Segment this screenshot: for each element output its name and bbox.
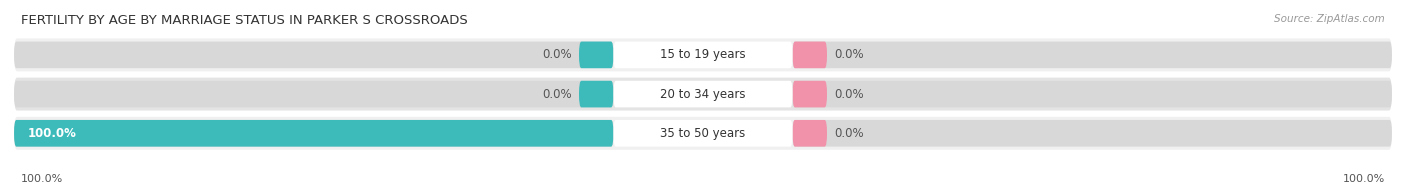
Text: 0.0%: 0.0% [834,127,863,140]
Text: 0.0%: 0.0% [543,88,572,101]
Text: 20 to 34 years: 20 to 34 years [661,88,745,101]
FancyBboxPatch shape [793,42,1392,68]
FancyBboxPatch shape [613,42,793,68]
FancyBboxPatch shape [793,81,827,107]
FancyBboxPatch shape [14,38,1392,71]
FancyBboxPatch shape [793,120,1392,147]
Text: FERTILITY BY AGE BY MARRIAGE STATUS IN PARKER S CROSSROADS: FERTILITY BY AGE BY MARRIAGE STATUS IN P… [21,14,468,27]
FancyBboxPatch shape [579,42,613,68]
FancyBboxPatch shape [14,78,1392,111]
FancyBboxPatch shape [14,120,613,147]
FancyBboxPatch shape [579,81,613,107]
Text: 35 to 50 years: 35 to 50 years [661,127,745,140]
Text: 15 to 19 years: 15 to 19 years [661,48,745,61]
Text: 0.0%: 0.0% [834,48,863,61]
FancyBboxPatch shape [793,120,827,147]
FancyBboxPatch shape [14,117,1392,150]
FancyBboxPatch shape [14,42,613,68]
FancyBboxPatch shape [14,81,613,107]
FancyBboxPatch shape [793,42,827,68]
FancyBboxPatch shape [793,81,1392,107]
Text: 100.0%: 100.0% [28,127,77,140]
FancyBboxPatch shape [613,81,793,107]
FancyBboxPatch shape [613,120,793,147]
Text: 100.0%: 100.0% [1343,174,1385,184]
Text: 100.0%: 100.0% [21,174,63,184]
Text: 0.0%: 0.0% [834,88,863,101]
FancyBboxPatch shape [14,120,613,147]
Text: 0.0%: 0.0% [543,48,572,61]
Text: Source: ZipAtlas.com: Source: ZipAtlas.com [1274,14,1385,24]
